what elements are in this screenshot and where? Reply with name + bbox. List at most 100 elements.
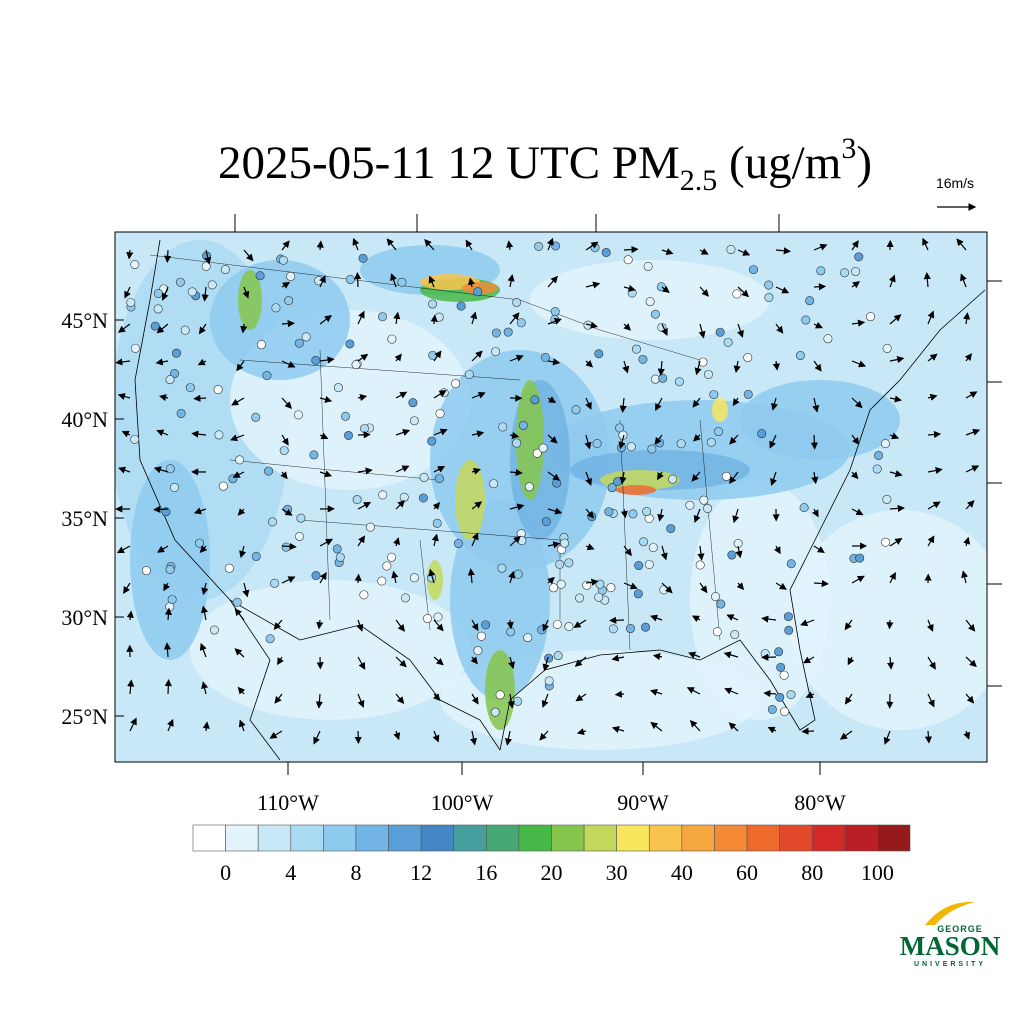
wind-arrow — [699, 582, 708, 594]
station — [866, 312, 876, 322]
wind-arrow — [927, 353, 938, 362]
colorbar-label: 8 — [350, 860, 361, 885]
station — [647, 444, 657, 454]
colorbar-box — [257, 824, 292, 852]
station — [726, 245, 736, 255]
wind-arrow — [889, 432, 900, 440]
colorbar-box — [420, 824, 455, 852]
wind-arrow — [121, 430, 131, 438]
wind-arrow — [319, 356, 335, 364]
station — [715, 327, 725, 337]
station — [165, 565, 175, 575]
logo-top: GEORGE — [937, 924, 983, 934]
station — [795, 351, 805, 361]
wind-arrow — [509, 312, 520, 325]
station — [627, 288, 637, 298]
lon-label: 80°W — [794, 790, 846, 815]
station — [224, 563, 234, 573]
station — [351, 360, 361, 370]
wind-arrow — [729, 471, 739, 485]
lon-label: 100°W — [431, 790, 494, 815]
wind-arrow — [199, 545, 208, 553]
colorbar-box — [192, 824, 226, 852]
wind-arrow — [280, 471, 288, 480]
station — [666, 524, 676, 534]
wind-arrow — [191, 430, 207, 438]
concentration-area — [690, 480, 830, 720]
wind-arrow — [433, 465, 446, 473]
colorbar-label: 0 — [220, 860, 231, 885]
wind-arrow — [547, 576, 555, 585]
station — [165, 464, 175, 474]
wind-arrow — [242, 286, 250, 299]
wind-arrow — [129, 717, 137, 732]
wind-arrow — [926, 619, 934, 632]
station — [293, 410, 303, 420]
wind-arrow — [471, 619, 479, 632]
station — [473, 287, 483, 297]
colorbar-box — [844, 824, 878, 852]
wind-arrow — [620, 508, 628, 519]
station — [592, 439, 602, 449]
wind-arrow — [585, 321, 598, 329]
station — [232, 597, 242, 607]
station — [840, 268, 850, 278]
wind-arrow — [506, 619, 514, 630]
station — [786, 690, 796, 700]
station — [377, 576, 387, 586]
station — [296, 513, 306, 523]
station — [623, 255, 633, 265]
wind-arrow — [927, 656, 936, 670]
colorbar-label: 20 — [541, 860, 563, 885]
colorbar-label: 30 — [606, 860, 628, 885]
station — [169, 482, 179, 492]
station — [732, 289, 742, 299]
station — [382, 561, 392, 571]
wind-arrow — [847, 656, 855, 666]
wind-arrow — [200, 605, 209, 621]
wind-arrow — [585, 360, 594, 368]
station — [538, 443, 548, 453]
wind-arrow — [889, 356, 905, 364]
station — [491, 328, 501, 338]
wind-arrow — [357, 501, 372, 510]
station — [641, 622, 651, 632]
wind-arrow — [428, 275, 436, 288]
wind-arrow — [239, 545, 247, 559]
station — [399, 492, 409, 502]
lon-label: 110°W — [257, 790, 319, 815]
wind-arrow — [723, 651, 739, 659]
wind-arrow — [430, 314, 438, 325]
wind-arrow — [883, 730, 891, 745]
wind-arrow — [433, 389, 447, 399]
wind-arrow — [923, 271, 931, 288]
wind-arrow — [164, 249, 172, 263]
wind-arrow — [850, 471, 859, 480]
wind-arrow — [281, 542, 297, 551]
wind-arrow — [319, 470, 333, 478]
wind-arrow — [281, 397, 292, 410]
map-area — [115, 232, 987, 762]
station — [408, 398, 418, 408]
wind-arrow — [965, 619, 976, 632]
station — [764, 292, 774, 302]
wind-arrow — [737, 249, 751, 256]
wind-arrow — [652, 653, 663, 661]
wind-arrow — [471, 350, 483, 362]
wind-arrow — [813, 321, 823, 329]
station — [344, 430, 354, 440]
wind-arrow — [319, 314, 332, 325]
wind-arrow — [733, 360, 741, 374]
wind-arrow — [357, 467, 373, 475]
wind-arrow — [927, 430, 942, 439]
wind-arrow — [813, 283, 827, 291]
wind-arrow — [354, 271, 362, 288]
station — [553, 651, 563, 661]
station — [676, 439, 686, 449]
station — [564, 558, 574, 568]
wind-arrow — [471, 391, 486, 399]
station — [153, 304, 163, 314]
station — [185, 383, 195, 393]
colorbar-box — [583, 824, 617, 852]
wind-arrow — [844, 619, 853, 631]
